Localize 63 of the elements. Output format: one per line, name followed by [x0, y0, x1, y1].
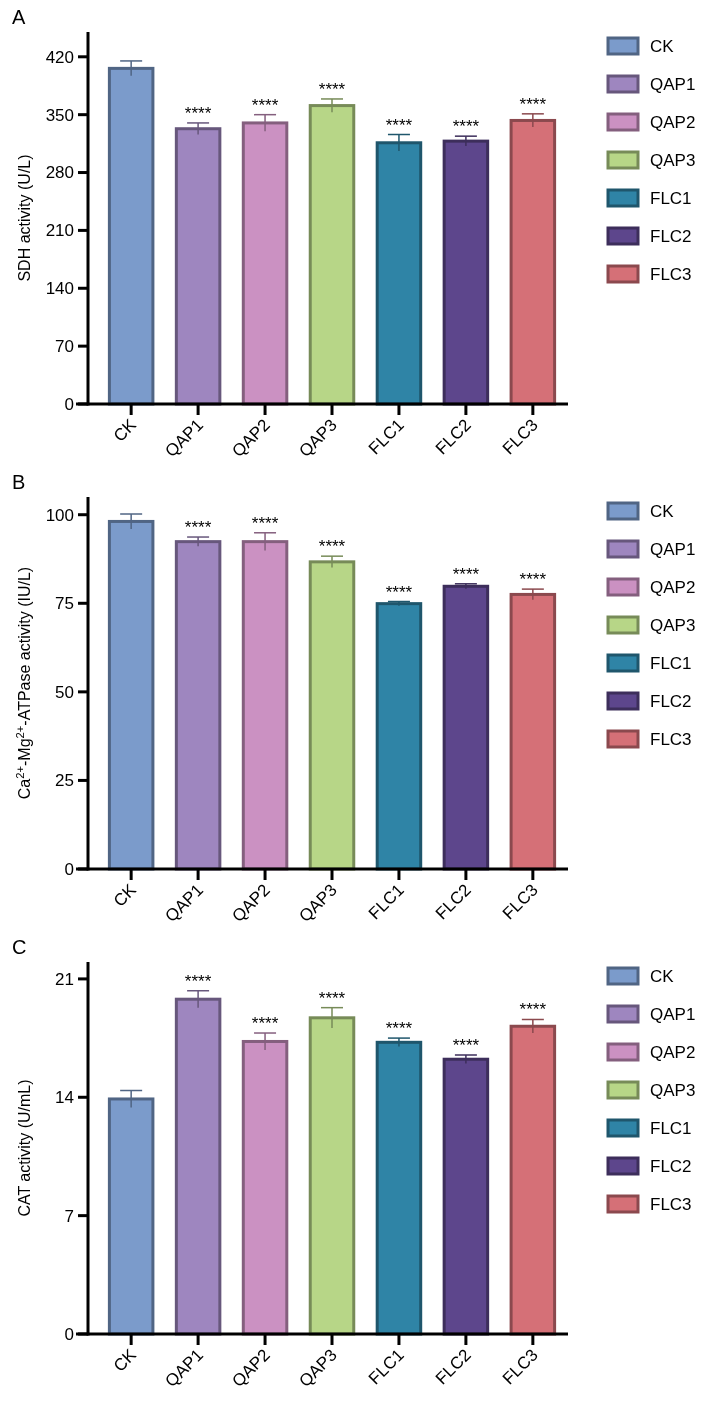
annotation: **** — [318, 79, 346, 99]
y-axis-title: CAT activity (U/mL) — [16, 1079, 33, 1217]
annotation: **** — [251, 95, 279, 115]
legend-label: QAP3 — [650, 150, 696, 170]
y-tick-label: 350 — [45, 105, 74, 125]
legend-label: FLC3 — [650, 264, 692, 284]
annotation: **** — [519, 1000, 547, 1020]
annotation: **** — [318, 988, 346, 1008]
y-tick-label: 75 — [55, 594, 74, 614]
annotation: **** — [452, 1036, 480, 1055]
annotation: **** — [251, 513, 279, 533]
legend-label: FLC2 — [650, 1156, 692, 1176]
chart-title: C — [12, 936, 27, 958]
legend-label: FLC3 — [650, 729, 692, 749]
annotation: **** — [184, 518, 212, 538]
y-tick-label: 7 — [64, 1206, 74, 1226]
legend-label: CK — [650, 36, 675, 56]
annotation: **** — [385, 582, 413, 602]
y-tick-label: 14 — [55, 1088, 74, 1108]
annotation: **** — [452, 117, 480, 137]
annotation: **** — [251, 1014, 279, 1034]
x-tick-label: CK — [109, 1344, 141, 1376]
y-tick-label: 0 — [64, 1324, 74, 1344]
annotation: **** — [385, 1019, 413, 1039]
legend-label: CK — [650, 966, 675, 986]
x-tick-label: CK — [109, 879, 141, 911]
legend-label: CK — [650, 501, 675, 521]
legend-label: FLC2 — [650, 691, 692, 711]
legend-label: FLC1 — [650, 1118, 692, 1138]
annotation: **** — [318, 537, 346, 557]
y-tick-label: 280 — [45, 163, 74, 183]
chart-title: B — [12, 471, 26, 493]
y-tick-label: 70 — [55, 337, 74, 357]
y-tick-label: 140 — [45, 279, 74, 299]
annotation: **** — [385, 115, 413, 135]
legend-label: QAP2 — [650, 1042, 696, 1062]
y-tick-label: 21 — [55, 969, 74, 989]
y-tick-label: 0 — [64, 859, 74, 879]
legend-label: FLC2 — [650, 226, 692, 246]
legend-label: QAP2 — [650, 577, 696, 597]
legend-label: QAP1 — [650, 539, 696, 559]
y-tick-label: 210 — [45, 221, 74, 241]
legend-label: QAP2 — [650, 112, 696, 132]
legend-label: FLC3 — [650, 1194, 692, 1214]
annotation: **** — [452, 564, 480, 584]
y-tick-label: 0 — [64, 394, 74, 414]
legend-label: QAP3 — [650, 1080, 696, 1100]
legend-label: QAP3 — [650, 615, 696, 635]
y-axis-title: SDH activity (U/L) — [16, 154, 33, 282]
annotation: **** — [519, 570, 547, 590]
y-tick-label: 50 — [55, 682, 74, 702]
annotation: **** — [184, 971, 212, 991]
annotation: **** — [519, 94, 547, 114]
x-tick-label: CK — [109, 414, 141, 446]
legend-label: QAP1 — [650, 74, 696, 94]
annotation: **** — [184, 103, 212, 123]
legend-label: FLC1 — [650, 653, 692, 673]
chart-title: A — [12, 6, 26, 28]
legend-label: QAP1 — [650, 1004, 696, 1024]
y-tick-label: 25 — [55, 771, 74, 791]
y-tick-label: 100 — [45, 505, 74, 525]
legend-label: FLC1 — [650, 188, 692, 208]
y-tick-label: 420 — [45, 47, 74, 67]
